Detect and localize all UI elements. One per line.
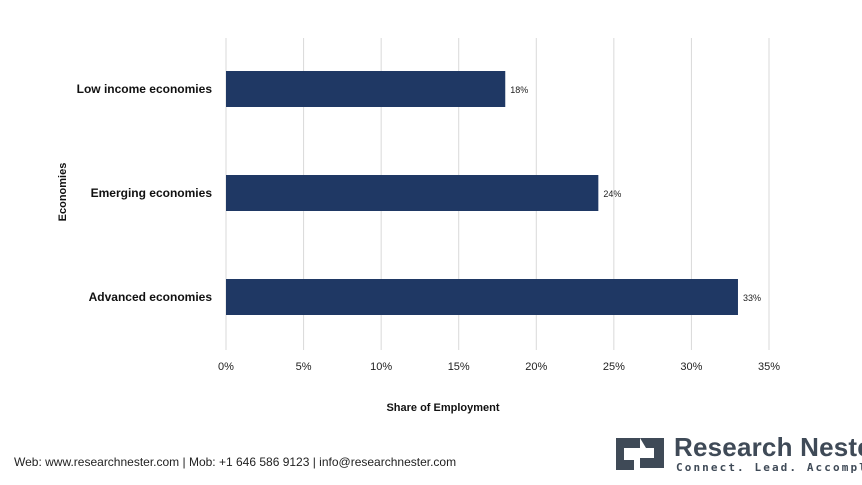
x-tick-label: 35%: [758, 361, 780, 373]
x-axis-title: Share of Employment: [386, 402, 499, 414]
category-labels: Low income economies Emerging economies Ad…: [77, 82, 213, 304]
logo-name: Research Nester: [674, 432, 862, 462]
x-tick-label: 10%: [370, 361, 392, 373]
category-label: Advanced economies: [89, 290, 213, 304]
data-label: 18%: [510, 85, 528, 95]
bars: [226, 71, 738, 315]
value-labels: 18% 24% 33%: [510, 85, 761, 303]
x-tick-label: 5%: [296, 361, 312, 373]
bar: [226, 279, 738, 315]
x-tick-label: 15%: [448, 361, 470, 373]
category-label: Emerging economies: [91, 186, 213, 200]
footer-contact: Web: www.researchnester.com | Mob: +1 64…: [14, 455, 457, 469]
y-axis-title: Economies: [57, 163, 69, 222]
data-label: 33%: [743, 293, 761, 303]
category-label: Low income economies: [77, 82, 213, 96]
data-label: 24%: [603, 189, 621, 199]
logo-tagline: Connect. Lead. Accomplish: [676, 461, 862, 474]
bar: [226, 71, 506, 107]
research-nester-logo: Research Nester Connect. Lead. Accomplis…: [610, 432, 862, 474]
x-tick-label: 25%: [603, 361, 625, 373]
x-tick-label: 30%: [680, 361, 702, 373]
x-tick-label: 20%: [525, 361, 547, 373]
x-tick-labels: 0% 5% 10% 15% 20% 25% 30% 35%: [218, 361, 780, 373]
bar: [226, 175, 599, 211]
logo-mark-icon: [616, 438, 664, 470]
x-tick-label: 0%: [218, 361, 234, 373]
